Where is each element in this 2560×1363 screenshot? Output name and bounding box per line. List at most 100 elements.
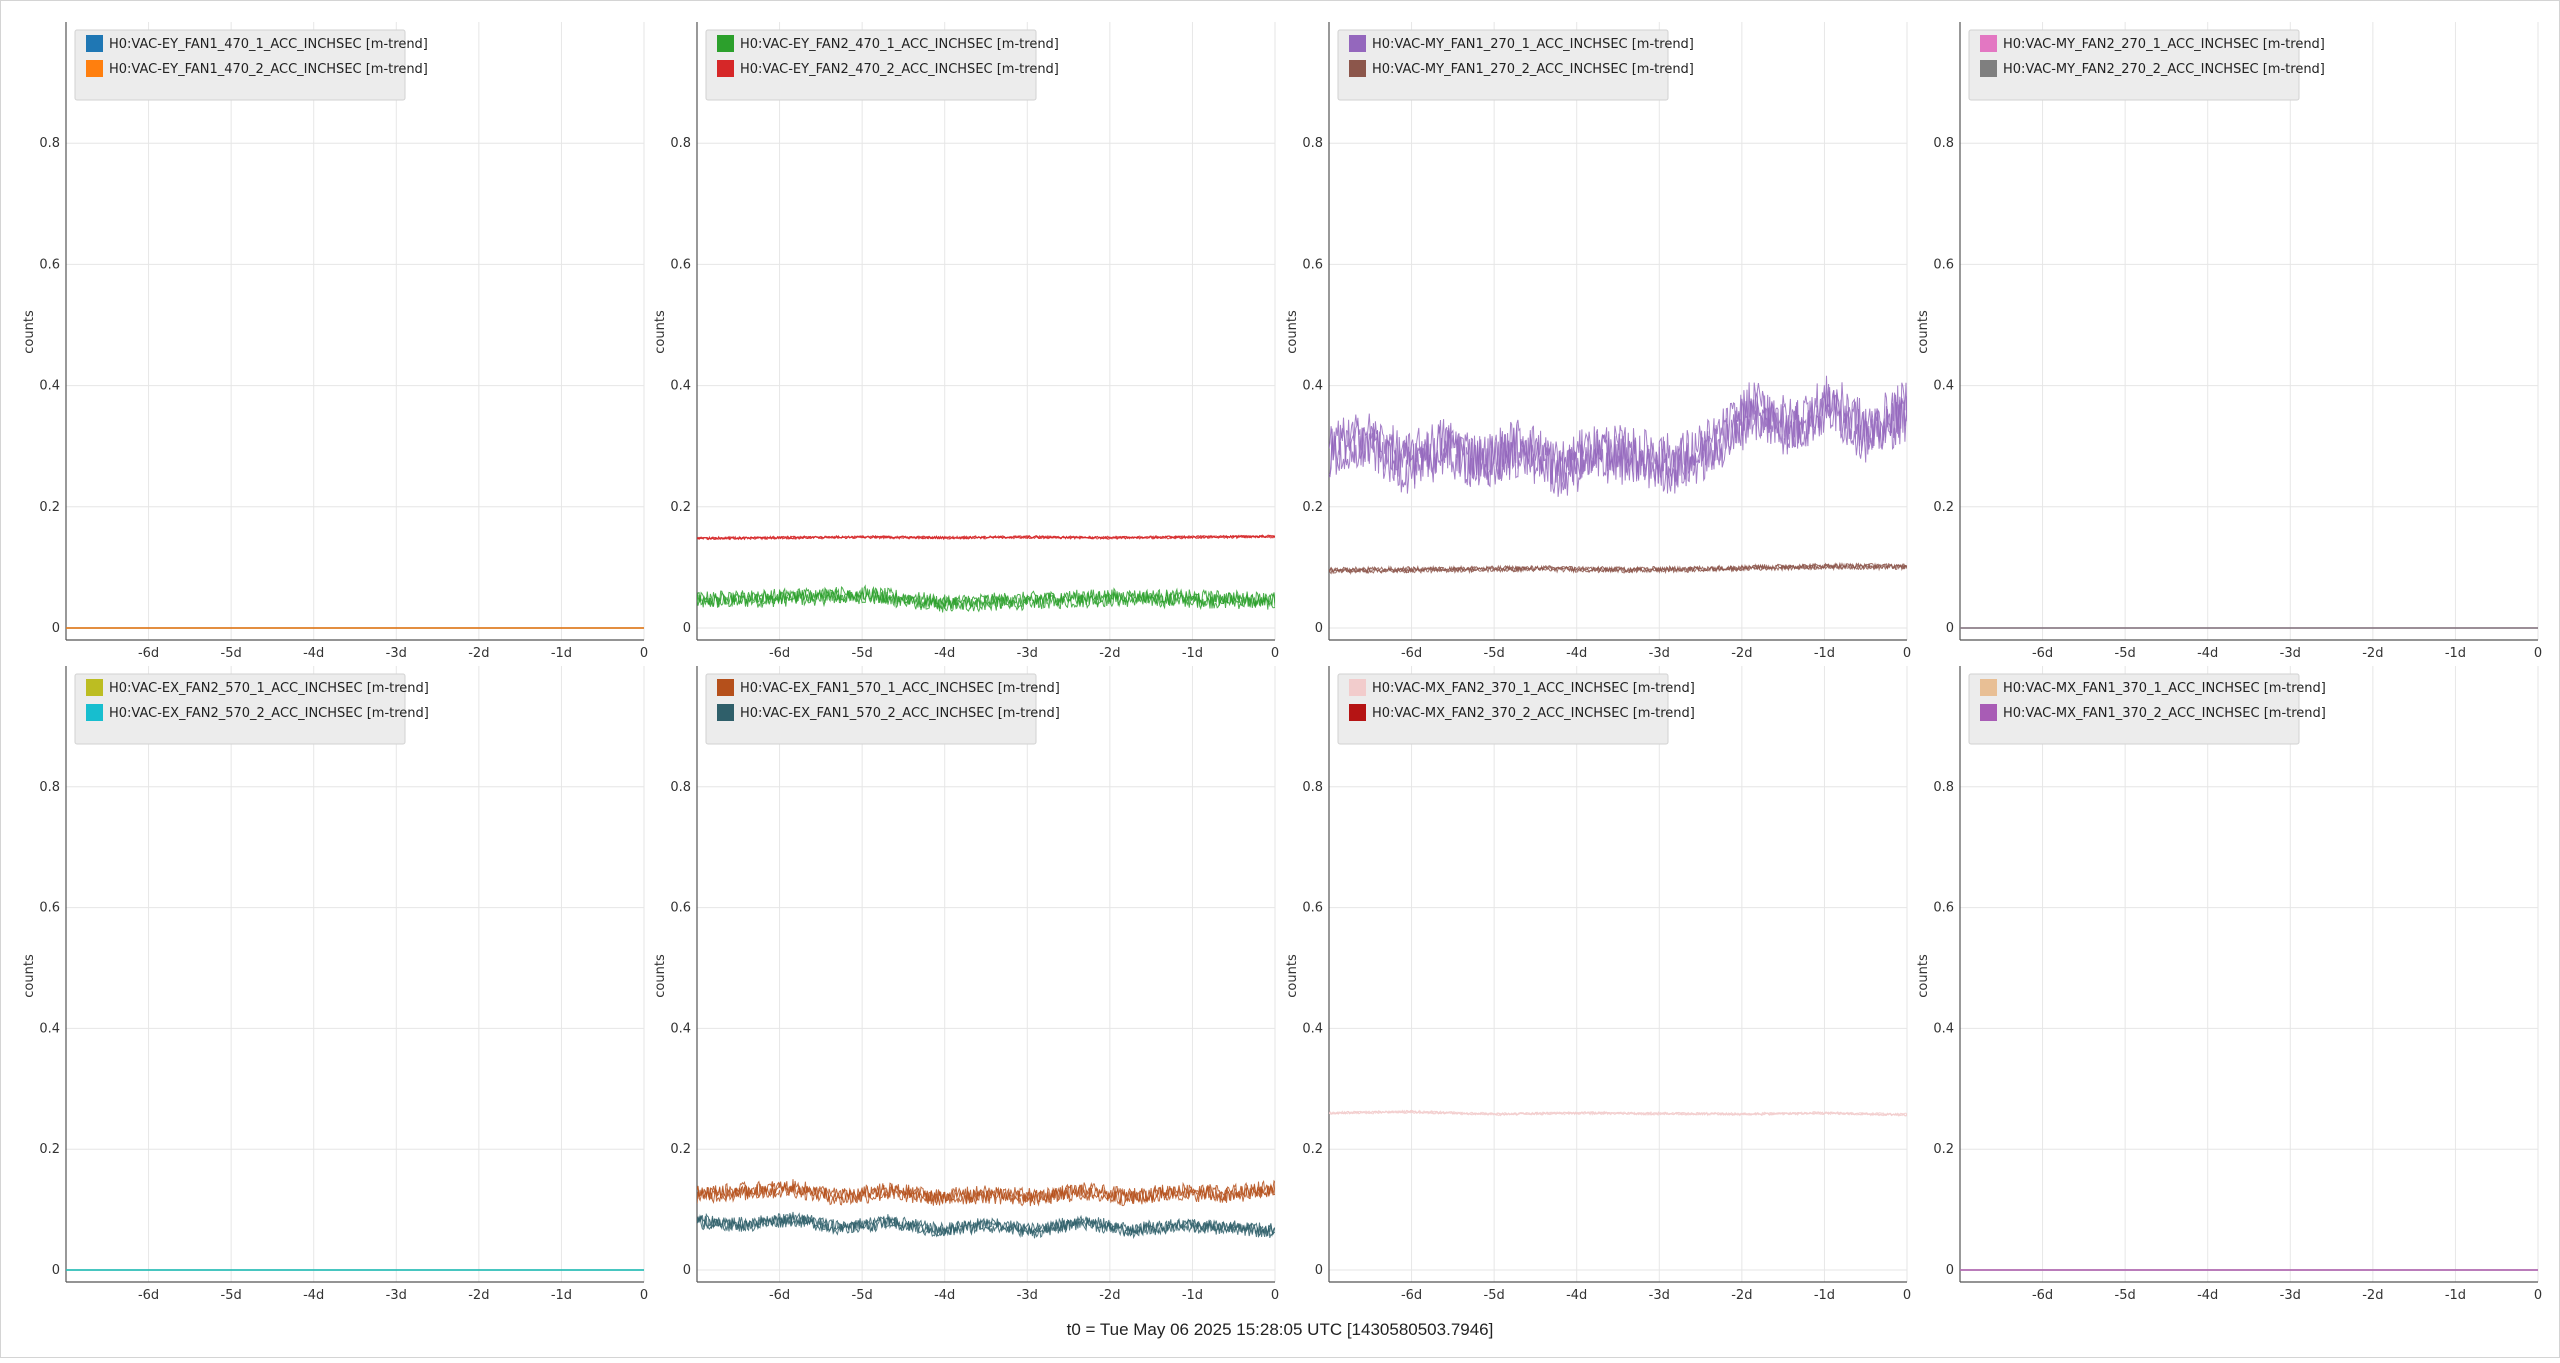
x-tick-label: -3d — [1017, 1288, 1038, 1303]
series-line-1 — [1329, 1109, 1907, 1117]
y-tick-label: 0.6 — [670, 257, 691, 272]
y-tick-label: 0.6 — [1302, 257, 1323, 272]
x-tick-label: -1d — [551, 646, 572, 661]
legend-entry: H0:VAC-EX_FAN2_570_1_ACC_INCHSEC [m-tren… — [109, 681, 429, 696]
chart-panel-1: -6d -5d -4d -3d -2d -1d 0 0 0.2 0.4 0.6 0.8 counts H0… — [22, 22, 648, 661]
x-tick-label: -1d — [1814, 1288, 1835, 1303]
legend-swatch — [1349, 679, 1366, 696]
x-tick-label: -4d — [934, 1288, 955, 1303]
y-tick-label: 0.2 — [1302, 500, 1323, 515]
y-tick-label: 0.6 — [1302, 901, 1323, 916]
x-tick-label: -1d — [1182, 646, 1203, 661]
x-tick-label: -2d — [1099, 646, 1120, 661]
x-tick-label: -3d — [2280, 1288, 2301, 1303]
x-tick-label: -4d — [2197, 1288, 2218, 1303]
legend-box — [705, 673, 1037, 745]
x-tick-label: -5d — [1484, 1288, 1505, 1303]
x-tick-label: -3d — [1649, 646, 1670, 661]
y-tick-label: 0.4 — [1302, 1021, 1323, 1036]
legend-entry: H0:VAC-EX_FAN1_570_1_ACC_INCHSEC [m-tren… — [740, 681, 1060, 696]
series-area — [1329, 1109, 1907, 1117]
grid — [1329, 22, 1908, 640]
legend-swatch — [1980, 704, 1997, 721]
x-tick-label: -4d — [1566, 646, 1587, 661]
y-tick-label: 0 — [52, 621, 60, 636]
x-tick-label: -1d — [1182, 1288, 1203, 1303]
chart-panel-5: -6d -5d -4d -3d -2d -1d 0 0 0.2 0.4 0.6 0.8 counts H0… — [22, 666, 648, 1303]
legend-swatch — [1980, 35, 1997, 52]
y-tick-label: 0.4 — [1933, 1021, 1954, 1036]
x-tick-label: -6d — [2032, 1288, 2053, 1303]
y-axis-label: counts — [1916, 310, 1931, 354]
x-tick-label: 0 — [1903, 646, 1911, 661]
legend-entry: H0:VAC-EY_FAN1_470_2_ACC_INCHSEC [m-tren… — [109, 62, 428, 77]
legend-swatch — [717, 35, 734, 52]
legend-swatch — [717, 704, 734, 721]
x-tick-label: -5d — [221, 1288, 242, 1303]
x-tick-label: -3d — [1017, 646, 1038, 661]
y-axis-label: counts — [653, 310, 668, 354]
y-tick-label: 0.8 — [1933, 780, 1954, 795]
legend: H0:VAC-MY_FAN1_270_1_ACC_INCHSEC [m-tren… — [1337, 29, 1694, 101]
y-tick-label: 0.2 — [1933, 1142, 1954, 1157]
series-line-1 — [1329, 375, 1907, 487]
y-axis-label: counts — [22, 310, 37, 354]
series-line-2 — [697, 534, 1275, 540]
y-tick-label: 0.4 — [670, 379, 691, 394]
x-tick-label: -2d — [468, 646, 489, 661]
legend: H0:VAC-MX_FAN2_370_1_ACC_INCHSEC [m-tren… — [1337, 673, 1695, 745]
grid — [66, 666, 645, 1282]
y-tick-label: 0.2 — [670, 1142, 691, 1157]
y-tick-label: 0.8 — [39, 136, 60, 151]
x-tick-label: 0 — [1271, 646, 1279, 661]
y-axis-label: counts — [1285, 310, 1300, 354]
y-tick-label: 0.4 — [1302, 379, 1323, 394]
y-axis-label: counts — [22, 954, 37, 998]
legend-swatch — [1349, 35, 1366, 52]
x-tick-label: -6d — [769, 1288, 790, 1303]
y-tick-label: 0.8 — [670, 780, 691, 795]
x-tick-label: -5d — [2115, 646, 2136, 661]
y-tick-label: 0.8 — [39, 780, 60, 795]
chart-panel-6: -6d -5d -4d -3d -2d -1d 0 0 0.2 0.4 0.6 0.8 counts H0… — [653, 666, 1279, 1303]
legend-swatch — [1349, 704, 1366, 721]
legend-entry: H0:VAC-MX_FAN2_370_2_ACC_INCHSEC [m-tren… — [1372, 706, 1695, 721]
x-tick-label: -4d — [934, 646, 955, 661]
x-tick-label: -3d — [386, 646, 407, 661]
x-tick-label: -5d — [2115, 1288, 2136, 1303]
legend-box — [1968, 29, 2300, 101]
legend: H0:VAC-EY_FAN2_470_1_ACC_INCHSEC [m-tren… — [705, 29, 1059, 101]
y-tick-label: 0.6 — [39, 901, 60, 916]
x-tick-label: -5d — [852, 646, 873, 661]
y-tick-label: 0.4 — [1933, 379, 1954, 394]
x-tick-label: -4d — [1566, 1288, 1587, 1303]
grid — [1329, 666, 1908, 1282]
y-tick-label: 0.2 — [1933, 500, 1954, 515]
legend: H0:VAC-MY_FAN2_270_1_ACC_INCHSEC [m-tren… — [1968, 29, 2325, 101]
time-origin-label: t0 = Tue May 06 2025 15:28:05 UTC [14305… — [1066, 1320, 1494, 1339]
x-tick-label: -1d — [2445, 1288, 2466, 1303]
legend-entry: H0:VAC-MY_FAN1_270_1_ACC_INCHSEC [m-tren… — [1372, 37, 1694, 52]
x-tick-label: -6d — [769, 646, 790, 661]
y-tick-label: 0.6 — [1933, 901, 1954, 916]
y-tick-label: 0.4 — [670, 1021, 691, 1036]
x-tick-label: -3d — [386, 1288, 407, 1303]
legend-swatch — [717, 60, 734, 77]
series-area — [1329, 375, 1907, 576]
x-tick-label: -6d — [2032, 646, 2053, 661]
series-area — [697, 534, 1275, 613]
legend: H0:VAC-MX_FAN1_370_1_ACC_INCHSEC [m-tren… — [1968, 673, 2326, 745]
y-tick-label: 0.8 — [1302, 780, 1323, 795]
x-tick-label: -2d — [2362, 1288, 2383, 1303]
legend-entry: H0:VAC-MX_FAN1_370_1_ACC_INCHSEC [m-tren… — [2003, 681, 2326, 696]
legend-box — [705, 29, 1037, 101]
legend-swatch — [86, 35, 103, 52]
legend: H0:VAC-EX_FAN1_570_1_ACC_INCHSEC [m-tren… — [705, 673, 1060, 745]
legend-box — [1337, 29, 1669, 101]
legend-entry: H0:VAC-EY_FAN2_470_2_ACC_INCHSEC [m-tren… — [740, 62, 1059, 77]
legend: H0:VAC-EX_FAN2_570_1_ACC_INCHSEC [m-tren… — [74, 673, 429, 745]
x-tick-label: -5d — [221, 646, 242, 661]
y-tick-label: 0.2 — [39, 1142, 60, 1157]
